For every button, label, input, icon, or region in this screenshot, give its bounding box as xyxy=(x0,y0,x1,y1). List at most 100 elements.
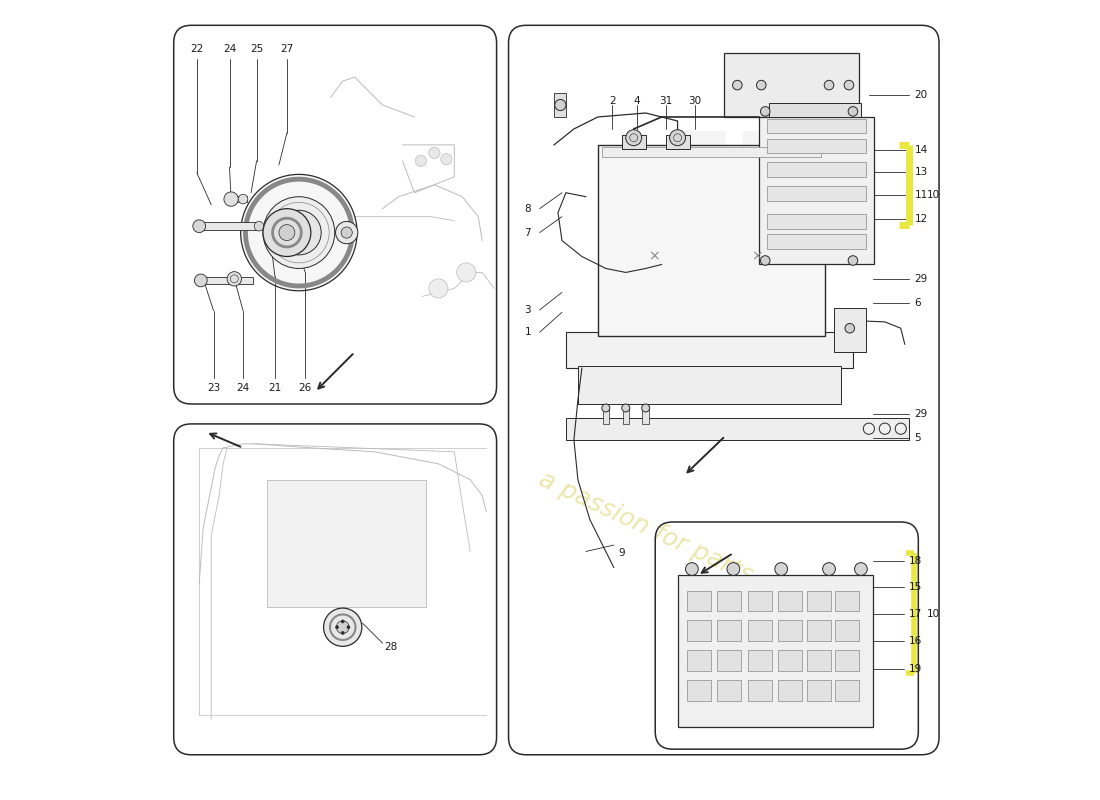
Bar xyxy=(724,54,859,117)
Circle shape xyxy=(276,210,321,255)
Text: 21: 21 xyxy=(268,383,282,393)
Bar xyxy=(688,590,711,611)
Text: 8: 8 xyxy=(525,204,531,214)
Text: 6: 6 xyxy=(914,298,921,308)
Circle shape xyxy=(195,274,207,286)
Circle shape xyxy=(254,222,264,231)
Bar xyxy=(554,93,565,117)
Text: 24: 24 xyxy=(223,44,236,54)
Text: 7: 7 xyxy=(525,227,531,238)
Circle shape xyxy=(429,279,448,298)
Text: 30: 30 xyxy=(689,96,702,106)
Bar xyxy=(748,650,771,671)
Bar xyxy=(748,680,771,701)
Bar xyxy=(767,186,867,201)
Bar xyxy=(769,102,861,117)
Text: 27: 27 xyxy=(280,44,294,54)
Circle shape xyxy=(341,227,352,238)
Text: ×: × xyxy=(648,250,660,263)
Text: 18: 18 xyxy=(909,556,922,566)
Text: 14: 14 xyxy=(914,146,927,155)
Bar xyxy=(748,590,771,611)
Circle shape xyxy=(757,80,766,90)
Bar xyxy=(717,680,741,701)
Text: 16: 16 xyxy=(909,636,922,646)
Circle shape xyxy=(336,222,358,244)
Circle shape xyxy=(336,626,339,629)
Text: 25: 25 xyxy=(250,44,263,54)
Bar xyxy=(597,145,825,336)
Text: 26: 26 xyxy=(298,383,312,393)
Circle shape xyxy=(621,404,629,412)
Text: 29: 29 xyxy=(914,409,927,418)
Text: 12: 12 xyxy=(914,214,927,224)
Circle shape xyxy=(760,256,770,266)
Circle shape xyxy=(227,272,242,286)
Circle shape xyxy=(346,626,350,629)
Bar xyxy=(834,308,866,352)
Bar xyxy=(603,406,609,424)
Bar xyxy=(767,118,867,133)
Bar xyxy=(778,590,802,611)
Circle shape xyxy=(733,80,742,90)
Circle shape xyxy=(760,106,770,116)
Text: 17: 17 xyxy=(909,609,922,618)
Bar xyxy=(642,406,649,424)
Circle shape xyxy=(774,562,788,575)
Bar xyxy=(688,650,711,671)
Bar xyxy=(565,332,852,368)
Circle shape xyxy=(848,106,858,116)
Circle shape xyxy=(263,209,311,257)
Bar xyxy=(806,620,830,641)
Circle shape xyxy=(823,562,835,575)
Text: a passion for parts: a passion for parts xyxy=(535,467,757,588)
Circle shape xyxy=(456,263,476,282)
Text: 24: 24 xyxy=(236,383,250,393)
Text: 29: 29 xyxy=(914,274,927,284)
Text: 15: 15 xyxy=(909,582,922,592)
Text: 22: 22 xyxy=(190,44,204,54)
Bar xyxy=(666,134,690,149)
Circle shape xyxy=(670,130,685,146)
Bar xyxy=(267,480,427,607)
Bar xyxy=(748,620,771,641)
Circle shape xyxy=(341,631,344,634)
Circle shape xyxy=(241,174,358,290)
Circle shape xyxy=(239,194,248,204)
Text: 5: 5 xyxy=(914,434,921,443)
Text: 4: 4 xyxy=(634,96,640,106)
Text: 20: 20 xyxy=(914,90,927,101)
Circle shape xyxy=(441,154,452,165)
Bar xyxy=(835,680,859,701)
Circle shape xyxy=(685,562,698,575)
Circle shape xyxy=(263,197,334,269)
Bar xyxy=(717,650,741,671)
Bar xyxy=(778,650,802,671)
Circle shape xyxy=(279,225,295,241)
Bar xyxy=(778,620,802,641)
Circle shape xyxy=(416,155,427,166)
Text: 28: 28 xyxy=(384,642,397,652)
Circle shape xyxy=(323,608,362,646)
Bar xyxy=(623,406,629,424)
Bar xyxy=(767,162,867,177)
Bar xyxy=(759,117,874,265)
Circle shape xyxy=(848,256,858,266)
Circle shape xyxy=(855,562,867,575)
Text: 31: 31 xyxy=(659,96,672,106)
Text: 3: 3 xyxy=(525,305,531,315)
Circle shape xyxy=(224,192,239,206)
Bar xyxy=(778,680,802,701)
Circle shape xyxy=(554,99,565,110)
Text: 11: 11 xyxy=(914,190,927,200)
Circle shape xyxy=(602,404,609,412)
Text: 19: 19 xyxy=(909,664,922,674)
Text: 2: 2 xyxy=(609,96,616,106)
Bar xyxy=(767,214,867,229)
Text: ×: × xyxy=(751,250,763,263)
Bar xyxy=(767,234,867,249)
Bar xyxy=(231,196,248,202)
Circle shape xyxy=(824,80,834,90)
Bar xyxy=(678,575,873,727)
Circle shape xyxy=(879,423,890,434)
